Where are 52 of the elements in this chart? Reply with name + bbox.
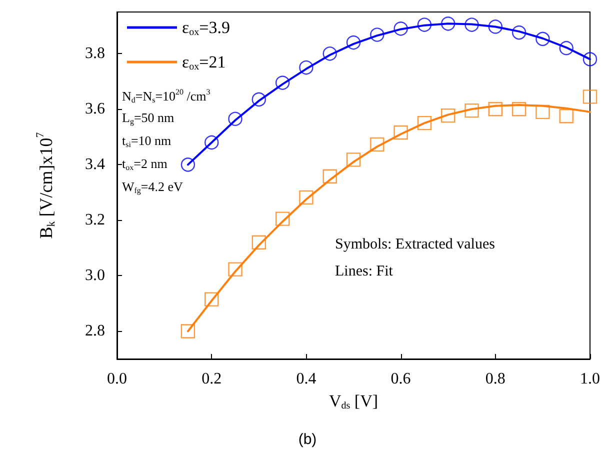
point [322, 169, 337, 184]
annotation: Lines: Fit [335, 264, 394, 280]
point [346, 35, 361, 50]
point [582, 52, 598, 66]
x-tick-label: 0.4 [296, 370, 316, 388]
point [180, 324, 196, 338]
y-tick-label: 3.2 [85, 212, 105, 229]
y-tick-label: 3.4 [85, 156, 105, 174]
x-tick-label: 0.6 [390, 370, 411, 388]
point [228, 262, 242, 276]
point [536, 104, 550, 120]
point [275, 76, 290, 90]
y-tick-label: 3.6 [85, 100, 105, 118]
point [370, 137, 384, 152]
y-tick-label: 3.0 [85, 267, 105, 284]
point [180, 158, 196, 172]
point [394, 125, 408, 140]
point [299, 60, 314, 75]
x-tick-label: 0.2 [202, 370, 222, 388]
point [464, 18, 479, 32]
point [252, 92, 266, 107]
point [536, 32, 550, 46]
annotation: Symbols: Extracted values [335, 236, 496, 252]
point [394, 22, 408, 36]
point [322, 46, 337, 61]
point [417, 18, 432, 32]
point [488, 20, 502, 34]
point [441, 108, 456, 123]
point [512, 25, 526, 40]
point [275, 212, 290, 226]
point [204, 135, 219, 150]
point [370, 28, 384, 42]
point [464, 103, 479, 118]
y-tick-label: 3.8 [85, 45, 105, 62]
point [559, 109, 574, 124]
y-axis-title: Bk [V/cm]x107 [34, 132, 58, 239]
point [228, 112, 242, 126]
point [488, 102, 502, 116]
point [512, 102, 526, 116]
point [441, 16, 456, 31]
text: (b) [298, 431, 317, 448]
x-tick-label: 1.0 [580, 370, 600, 388]
point [204, 292, 219, 306]
y-tick-label: 2.8 [85, 322, 105, 340]
point [417, 116, 432, 130]
point [299, 190, 314, 205]
x-tick-label: 0.8 [485, 370, 506, 388]
point [559, 40, 574, 56]
x-tick-label: 0.0 [107, 370, 127, 388]
point [582, 90, 598, 104]
point [346, 152, 361, 167]
point [252, 235, 266, 250]
